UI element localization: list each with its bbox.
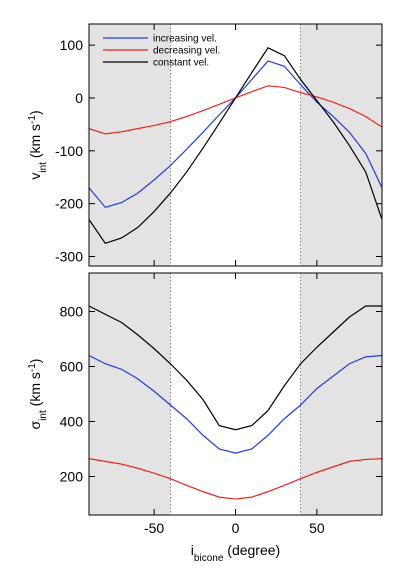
x-axis-label: ibicone (degree) [191, 542, 280, 564]
y-tick-label: 0 [75, 90, 83, 106]
label-part: ) [27, 359, 43, 364]
label-part: v [27, 173, 43, 180]
y-tick-label: -100 [55, 143, 83, 159]
series-line [88, 354, 383, 454]
series-line [88, 47, 383, 244]
label-part: σ [27, 420, 43, 429]
plot-frame [88, 272, 383, 516]
label-part: -1 [27, 363, 38, 372]
x-tick-label: 50 [309, 520, 325, 536]
label-part: -1 [27, 115, 38, 124]
label-part: (km s [27, 124, 43, 162]
y-tick-label: 200 [60, 469, 84, 485]
label-part: int [38, 162, 49, 173]
series-line [88, 458, 383, 500]
shaded-region [89, 24, 171, 266]
label-part: (degree) [223, 542, 280, 558]
label-part: (km s [27, 372, 43, 410]
y-tick-label: 400 [60, 414, 84, 430]
label-part: bicone [194, 553, 224, 564]
series-line [88, 305, 382, 431]
plot-frame [88, 23, 383, 267]
x-tick-label: -50 [144, 520, 164, 536]
y-tick-label: 100 [60, 37, 84, 53]
y-tick-label: 800 [60, 304, 84, 320]
shaded-region [300, 273, 382, 515]
legend-label: constant vel. [153, 58, 209, 69]
label-part: int [38, 410, 49, 421]
y-tick-label: 600 [60, 359, 84, 375]
label-part: i [191, 542, 194, 558]
x-tick-label: 0 [232, 520, 240, 536]
y-axis-label: σint (km s-1) [27, 359, 49, 430]
legend-label: increasing vel. [153, 34, 217, 45]
y-tick-label: -200 [55, 196, 83, 212]
shaded-region [300, 24, 382, 266]
label-part: ) [27, 110, 43, 115]
y-axis-label: vint (km s-1) [27, 110, 49, 179]
legend-label: decreasing vel. [153, 46, 220, 57]
y-tick-label: -300 [55, 248, 83, 264]
